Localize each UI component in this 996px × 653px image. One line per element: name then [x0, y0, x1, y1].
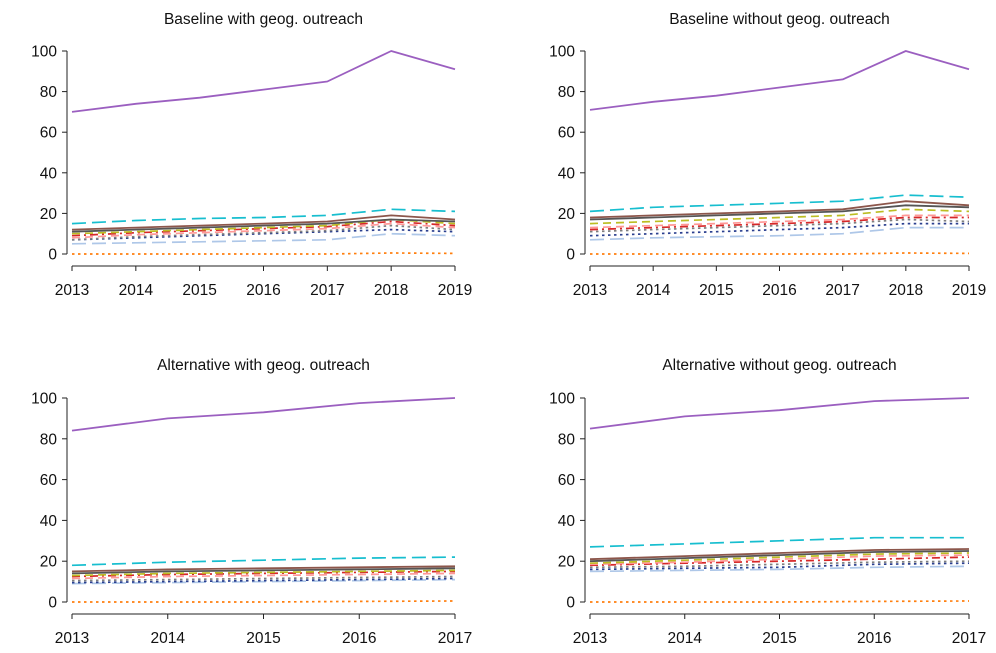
y-tick-label: 60: [40, 472, 58, 489]
y-tick-label: 20: [40, 206, 58, 223]
series-line: [589, 50, 970, 111]
y-tick-label: 80: [40, 431, 58, 448]
series-line: [71, 222, 456, 239]
y-tick-label: 0: [566, 247, 575, 264]
panel-baseline-with-outreach: Baseline with geog. outreach 0 20 40 60 80 10…: [31, 11, 472, 299]
series-line: [589, 565, 970, 573]
x-tick-label: 2015: [762, 630, 796, 647]
y-tick-label: 100: [31, 44, 57, 61]
series-line: [71, 220, 456, 237]
x-tick-label: 2019: [438, 282, 472, 299]
y-tick-label: 100: [549, 44, 575, 61]
series-line: [71, 570, 456, 578]
series-line: [589, 208, 970, 225]
x-tick-label: 2014: [119, 282, 154, 299]
y-tick-label: 60: [558, 472, 576, 489]
series-line: [71, 218, 456, 233]
series-line: [71, 565, 456, 573]
y-tick-label: 80: [558, 431, 576, 448]
y-tick-label: 20: [40, 554, 58, 571]
x-tick-label: 2017: [438, 630, 472, 647]
y-tick-label: 80: [558, 84, 576, 101]
y-tick-label: 40: [40, 165, 58, 182]
y-tick-label: 0: [48, 247, 57, 264]
series-line: [71, 50, 456, 113]
y-tick-label: 100: [549, 391, 575, 408]
series-line: [589, 200, 970, 219]
x-tick-label: 2019: [952, 282, 986, 299]
panel-title: Alternative with geog. outreach: [157, 357, 370, 374]
series-line: [589, 554, 970, 566]
x-tick-label: 2017: [825, 282, 859, 299]
x-tick-label: 2016: [857, 630, 891, 647]
x-tick-label: 2013: [55, 282, 89, 299]
x-tick-label: 2015: [246, 630, 280, 647]
x-tick-label: 2016: [246, 282, 280, 299]
y-tick-label: 20: [558, 554, 576, 571]
series-line: [71, 575, 456, 582]
x-tick-label: 2013: [573, 282, 607, 299]
panel-alternative-with-outreach: Alternative with geog. outreach 0 20 40 60 8…: [31, 357, 472, 647]
series-line: [71, 578, 456, 585]
y-tick-label: 40: [40, 513, 58, 530]
series-line: [71, 228, 456, 241]
x-tick-label: 2015: [182, 282, 216, 299]
y-tick-label: 100: [31, 391, 57, 408]
x-tick-label: 2015: [699, 282, 733, 299]
x-tick-label: 2013: [573, 630, 607, 647]
series-line: [589, 550, 970, 563]
y-tick-label: 20: [558, 206, 576, 223]
series-line: [71, 208, 456, 225]
series-line: [71, 224, 456, 241]
panel-alternative-without-outreach: Alternative without geog. outreach 0 20 40…: [549, 357, 986, 647]
series-line: [590, 252, 970, 255]
series-line: [589, 548, 970, 561]
series-line: [72, 600, 456, 603]
series-line: [71, 567, 456, 575]
y-tick-label: 0: [566, 595, 575, 612]
series-line: [71, 556, 456, 567]
y-tick-label: 40: [558, 165, 576, 182]
series-line: [71, 569, 456, 577]
y-tick-label: 40: [558, 513, 576, 530]
series-line: [71, 577, 456, 584]
series-line: [71, 572, 456, 580]
x-tick-label: 2014: [636, 282, 671, 299]
x-tick-label: 2017: [952, 630, 986, 647]
x-tick-label: 2018: [889, 282, 923, 299]
y-tick-label: 80: [40, 84, 58, 101]
y-tick-label: 0: [48, 595, 57, 612]
series-line: [589, 397, 970, 430]
y-tick-label: 60: [558, 125, 576, 142]
series-line: [589, 214, 969, 229]
x-tick-label: 2016: [762, 282, 796, 299]
panel-title: Baseline without geog. outreach: [669, 11, 890, 28]
x-tick-label: 2016: [342, 630, 376, 647]
x-tick-label: 2014: [151, 630, 186, 647]
panel-title: Alternative without geog. outreach: [662, 357, 896, 374]
x-tick-label: 2018: [374, 282, 408, 299]
x-tick-label: 2013: [55, 630, 89, 647]
series-line: [71, 397, 456, 432]
series-line: [72, 252, 456, 255]
x-tick-label: 2014: [668, 630, 703, 647]
series-line: [589, 194, 970, 213]
series-line: [589, 226, 969, 241]
series-line: [71, 232, 456, 245]
y-tick-label: 60: [40, 125, 58, 142]
panel-baseline-without-outreach: Baseline without geog. outreach 0 20 40 60 8…: [549, 11, 986, 299]
series-line: [71, 214, 456, 231]
series-line: [589, 552, 970, 565]
series-line: [589, 536, 969, 548]
x-tick-label: 2017: [310, 282, 344, 299]
series-line: [590, 600, 970, 603]
series-line: [589, 204, 970, 221]
panel-title: Baseline with geog. outreach: [164, 11, 363, 28]
